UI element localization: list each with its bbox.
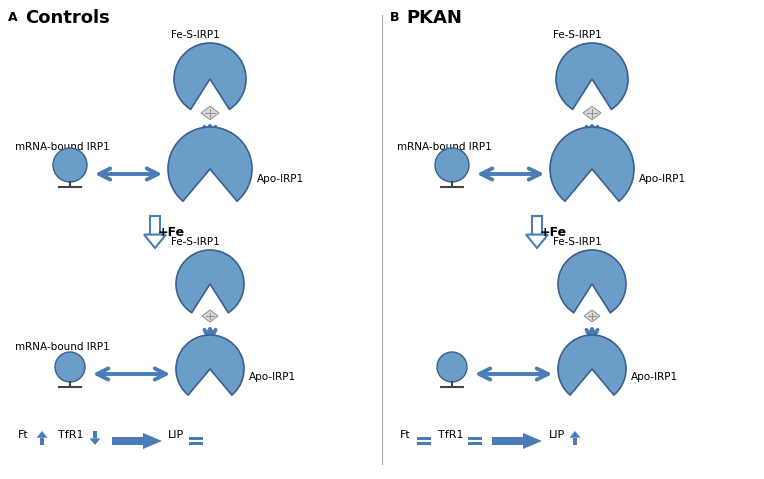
Wedge shape [174,43,246,109]
Text: mRNA-bound IRP1: mRNA-bound IRP1 [15,342,110,352]
Text: B: B [390,11,400,24]
Text: TfR1: TfR1 [438,430,464,440]
Bar [150,216,160,235]
Circle shape [435,148,469,182]
Wedge shape [176,250,244,313]
Polygon shape [583,106,601,120]
Polygon shape [202,310,218,322]
Polygon shape [144,235,166,248]
Text: +Fe: +Fe [158,226,185,239]
Bar [532,216,542,235]
Polygon shape [37,431,47,438]
Bar [189,442,203,445]
Text: LIP: LIP [549,430,565,440]
Text: Controls: Controls [25,9,110,27]
Wedge shape [550,127,634,201]
Wedge shape [168,127,252,201]
Text: +Fe: +Fe [540,226,567,239]
Wedge shape [558,335,626,395]
Bar [468,437,482,440]
Polygon shape [584,310,600,322]
Text: Fe-S-IRP1: Fe-S-IRP1 [552,237,601,247]
Polygon shape [201,106,219,120]
Polygon shape [523,433,542,449]
Wedge shape [556,43,628,109]
Text: Fe-S-IRP1: Fe-S-IRP1 [170,237,219,247]
Text: Fe-S-IRP1: Fe-S-IRP1 [170,30,219,40]
Text: Apo-IRP1: Apo-IRP1 [249,372,296,382]
Bar [189,437,203,440]
Circle shape [53,148,87,182]
Text: Ft: Ft [400,430,411,440]
Text: A: A [8,11,18,24]
Text: Apo-IRP1: Apo-IRP1 [257,174,304,184]
Polygon shape [569,431,581,438]
Bar [92,431,97,438]
Bar [112,437,143,445]
Text: mRNA-bound IRP1: mRNA-bound IRP1 [15,142,110,152]
Text: PKAN: PKAN [406,9,462,27]
Text: mRNA-bound IRP1: mRNA-bound IRP1 [397,142,492,152]
Bar [417,442,431,445]
Text: Apo-IRP1: Apo-IRP1 [631,372,678,382]
Bar [417,437,431,440]
Bar [492,437,523,445]
Bar [468,442,482,445]
Polygon shape [526,235,548,248]
Circle shape [55,352,85,382]
Text: TfR1: TfR1 [58,430,83,440]
Wedge shape [558,250,626,313]
Polygon shape [143,433,162,449]
Polygon shape [89,438,101,445]
Text: Ft: Ft [18,430,29,440]
Bar [40,438,44,445]
Text: Fe-S-IRP1: Fe-S-IRP1 [552,30,601,40]
Circle shape [437,352,467,382]
Text: LIP: LIP [168,430,184,440]
Wedge shape [176,335,244,395]
Bar [573,438,577,445]
Text: Apo-IRP1: Apo-IRP1 [639,174,686,184]
